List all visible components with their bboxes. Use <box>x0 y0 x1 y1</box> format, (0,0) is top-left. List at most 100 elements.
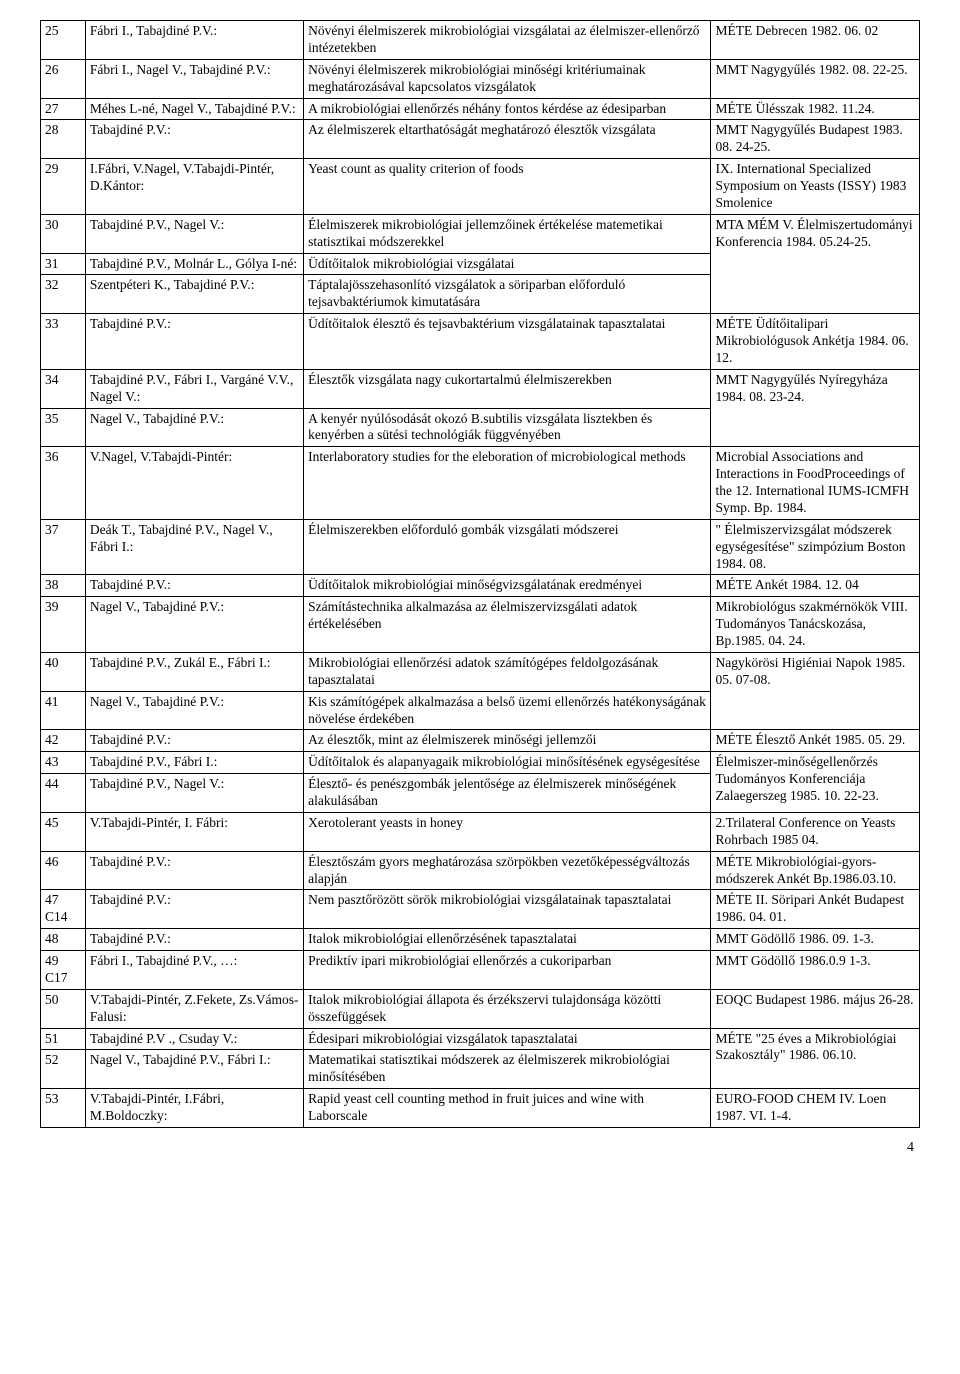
authors-cell: Fábri I., Nagel V., Tabajdiné P.V.: <box>85 59 303 98</box>
venue-cell: IX. International Specialized Symposium … <box>711 159 920 215</box>
authors-cell: Nagel V., Tabajdiné P.V.: <box>85 408 303 447</box>
row-number: 30 <box>41 214 86 253</box>
authors-cell: Tabajdiné P.V.: <box>85 314 303 370</box>
title-cell: Mikrobiológiai ellenőrzési adatok számít… <box>304 652 711 691</box>
venue-cell: MMT Gödöllő 1986. 09. 1-3. <box>711 929 920 951</box>
table-row: 45V.Tabajdi-Pintér, I. Fábri:Xerotoleran… <box>41 812 920 851</box>
row-number: 51 <box>41 1028 86 1050</box>
authors-cell: Tabajdiné P.V.: <box>85 890 303 929</box>
table-row: 47C14Tabajdiné P.V.:Nem pasztőrözött sör… <box>41 890 920 929</box>
authors-cell: Tabajdiné P.V.: <box>85 730 303 752</box>
row-number: 31 <box>41 253 86 275</box>
authors-cell: Tabajdiné P.V., Nagel V.: <box>85 214 303 253</box>
row-number: 50 <box>41 989 86 1028</box>
row-number: 26 <box>41 59 86 98</box>
row-number: 39 <box>41 597 86 653</box>
title-cell: Az élesztők, mint az élelmiszerek minősé… <box>304 730 711 752</box>
venue-cell: EURO-FOOD CHEM IV. Loen 1987. VI. 1-4. <box>711 1089 920 1128</box>
authors-cell: Tabajdiné P.V.: <box>85 851 303 890</box>
row-number: 35 <box>41 408 86 447</box>
publications-table: 25Fábri I., Tabajdiné P.V.:Növényi élelm… <box>40 20 920 1128</box>
row-number: 25 <box>41 21 86 60</box>
title-cell: Növényi élelmiszerek mikrobiológiai vizs… <box>304 21 711 60</box>
title-cell: Élesztőszám gyors meghatározása szörpökb… <box>304 851 711 890</box>
authors-cell: Tabajdiné P.V.: <box>85 575 303 597</box>
venue-cell: Élelmiszer-minőségellenőrzés Tudományos … <box>711 752 920 813</box>
venue-cell: MMT Nagygyűlés Nyíregyháza 1984. 08. 23-… <box>711 369 920 447</box>
row-number: 41 <box>41 691 86 730</box>
table-row: 50V.Tabajdi-Pintér, Z.Fekete, Zs.Vámos-F… <box>41 989 920 1028</box>
title-cell: Nem pasztőrözött sörök mikrobiológiai vi… <box>304 890 711 929</box>
title-cell: Yeast count as quality criterion of food… <box>304 159 711 215</box>
authors-cell: Fábri I., Tabajdiné P.V., …: <box>85 951 303 990</box>
title-cell: A kenyér nyúlósodását okozó B.subtilis v… <box>304 408 711 447</box>
title-cell: Matematikai statisztikai módszerek az él… <box>304 1050 711 1089</box>
table-row: 38Tabajdiné P.V.:Üdítőitalok mikrobiológ… <box>41 575 920 597</box>
title-cell: Táptalajösszehasonlító vizsgálatok a sör… <box>304 275 711 314</box>
venue-cell: MMT Nagygyűlés 1982. 08. 22-25. <box>711 59 920 98</box>
row-number: 48 <box>41 929 86 951</box>
row-number: 52 <box>41 1050 86 1089</box>
authors-cell: Tabajdiné P.V., Fábri I., Vargáné V.V., … <box>85 369 303 408</box>
authors-cell: Tabajdiné P.V ., Csuday V.: <box>85 1028 303 1050</box>
venue-cell: MMT Nagygyűlés Budapest 1983. 08. 24-25. <box>711 120 920 159</box>
authors-cell: V.Nagel, V.Tabajdi-Pintér: <box>85 447 303 520</box>
venue-cell: MÉTE "25 éves a Mikrobiológiai Szakosztá… <box>711 1028 920 1089</box>
table-row: 27Méhes L-né, Nagel V., Tabajdiné P.V.:A… <box>41 98 920 120</box>
table-row: 26Fábri I., Nagel V., Tabajdiné P.V.:Növ… <box>41 59 920 98</box>
row-number: 32 <box>41 275 86 314</box>
authors-cell: Tabajdiné P.V.: <box>85 929 303 951</box>
table-row: 42Tabajdiné P.V.:Az élesztők, mint az él… <box>41 730 920 752</box>
row-number: 29 <box>41 159 86 215</box>
page-number: 4 <box>40 1140 920 1156</box>
title-cell: Üdítőitalok mikrobiológiai minőségvizsgá… <box>304 575 711 597</box>
venue-cell: MÉTE Mikrobiológiai-gyors-módszerek Anké… <box>711 851 920 890</box>
row-number: 33 <box>41 314 86 370</box>
title-cell: Számítástechnika alkalmazása az élelmisz… <box>304 597 711 653</box>
authors-cell: Fábri I., Tabajdiné P.V.: <box>85 21 303 60</box>
authors-cell: I.Fábri, V.Nagel, V.Tabajdi-Pintér, D.Ká… <box>85 159 303 215</box>
table-row: 43Tabajdiné P.V., Fábri I.:Üdítőitalok é… <box>41 752 920 774</box>
row-number: 49C17 <box>41 951 86 990</box>
authors-cell: Szentpéteri K., Tabajdiné P.V.: <box>85 275 303 314</box>
row-number: 43 <box>41 752 86 774</box>
row-number: 45 <box>41 812 86 851</box>
venue-cell: " Élelmiszervizsgálat módszerek egységes… <box>711 519 920 575</box>
title-cell: Italok mikrobiológiai ellenőrzésének tap… <box>304 929 711 951</box>
table-row: 49C17Fábri I., Tabajdiné P.V., …:Predikt… <box>41 951 920 990</box>
table-row: 36V.Nagel, V.Tabajdi-Pintér:Interlaborat… <box>41 447 920 520</box>
title-cell: Élelmiszerek mikrobiológiai jellemzőinek… <box>304 214 711 253</box>
venue-cell: MÉTE Üdítőitalipari Mikrobiológusok Anké… <box>711 314 920 370</box>
table-row: 40Tabajdiné P.V., Zukál E., Fábri I.:Mik… <box>41 652 920 691</box>
table-row: 28Tabajdiné P.V.:Az élelmiszerek eltarth… <box>41 120 920 159</box>
authors-cell: Nagel V., Tabajdiné P.V.: <box>85 597 303 653</box>
table-row: 37Deák T., Tabajdiné P.V., Nagel V., Fáb… <box>41 519 920 575</box>
venue-cell: Nagykörösi Higiéniai Napok 1985. 05. 07-… <box>711 652 920 730</box>
authors-cell: V.Tabajdi-Pintér, I.Fábri, M.Boldoczky: <box>85 1089 303 1128</box>
venue-cell: MÉTE Ülésszak 1982. 11.24. <box>711 98 920 120</box>
title-cell: Élesztő- és penészgombák jelentősége az … <box>304 774 711 813</box>
title-cell: Xerotolerant yeasts in honey <box>304 812 711 851</box>
authors-cell: Méhes L-né, Nagel V., Tabajdiné P.V.: <box>85 98 303 120</box>
table-row: 39Nagel V., Tabajdiné P.V.:Számítástechn… <box>41 597 920 653</box>
venue-cell: MÉTE Ankét 1984. 12. 04 <box>711 575 920 597</box>
title-cell: Interlaboratory studies for the eleborat… <box>304 447 711 520</box>
title-cell: Növényi élelmiszerek mikrobiológiai minő… <box>304 59 711 98</box>
table-row: 53V.Tabajdi-Pintér, I.Fábri, M.Boldoczky… <box>41 1089 920 1128</box>
table-row: 33Tabajdiné P.V.:Üdítőitalok élesztő és … <box>41 314 920 370</box>
authors-cell: Tabajdiné P.V., Zukál E., Fábri I.: <box>85 652 303 691</box>
title-cell: A mikrobiológiai ellenőrzés néhány fonto… <box>304 98 711 120</box>
title-cell: Kis számítógépek alkalmazása a belső üze… <box>304 691 711 730</box>
row-number: 44 <box>41 774 86 813</box>
authors-cell: Deák T., Tabajdiné P.V., Nagel V., Fábri… <box>85 519 303 575</box>
authors-cell: Tabajdiné P.V., Nagel V.: <box>85 774 303 813</box>
title-cell: Italok mikrobiológiai állapota és érzéks… <box>304 989 711 1028</box>
authors-cell: Tabajdiné P.V., Molnár L., Gólya I-né: <box>85 253 303 275</box>
row-number: 28 <box>41 120 86 159</box>
authors-cell: Tabajdiné P.V., Fábri I.: <box>85 752 303 774</box>
title-cell: Rapid yeast cell counting method in frui… <box>304 1089 711 1128</box>
title-cell: Üdítőitalok mikrobiológiai vizsgálatai <box>304 253 711 275</box>
title-cell: Édesipari mikrobiológiai vizsgálatok tap… <box>304 1028 711 1050</box>
row-number: 38 <box>41 575 86 597</box>
title-cell: Élelmiszerekben előforduló gombák vizsgá… <box>304 519 711 575</box>
